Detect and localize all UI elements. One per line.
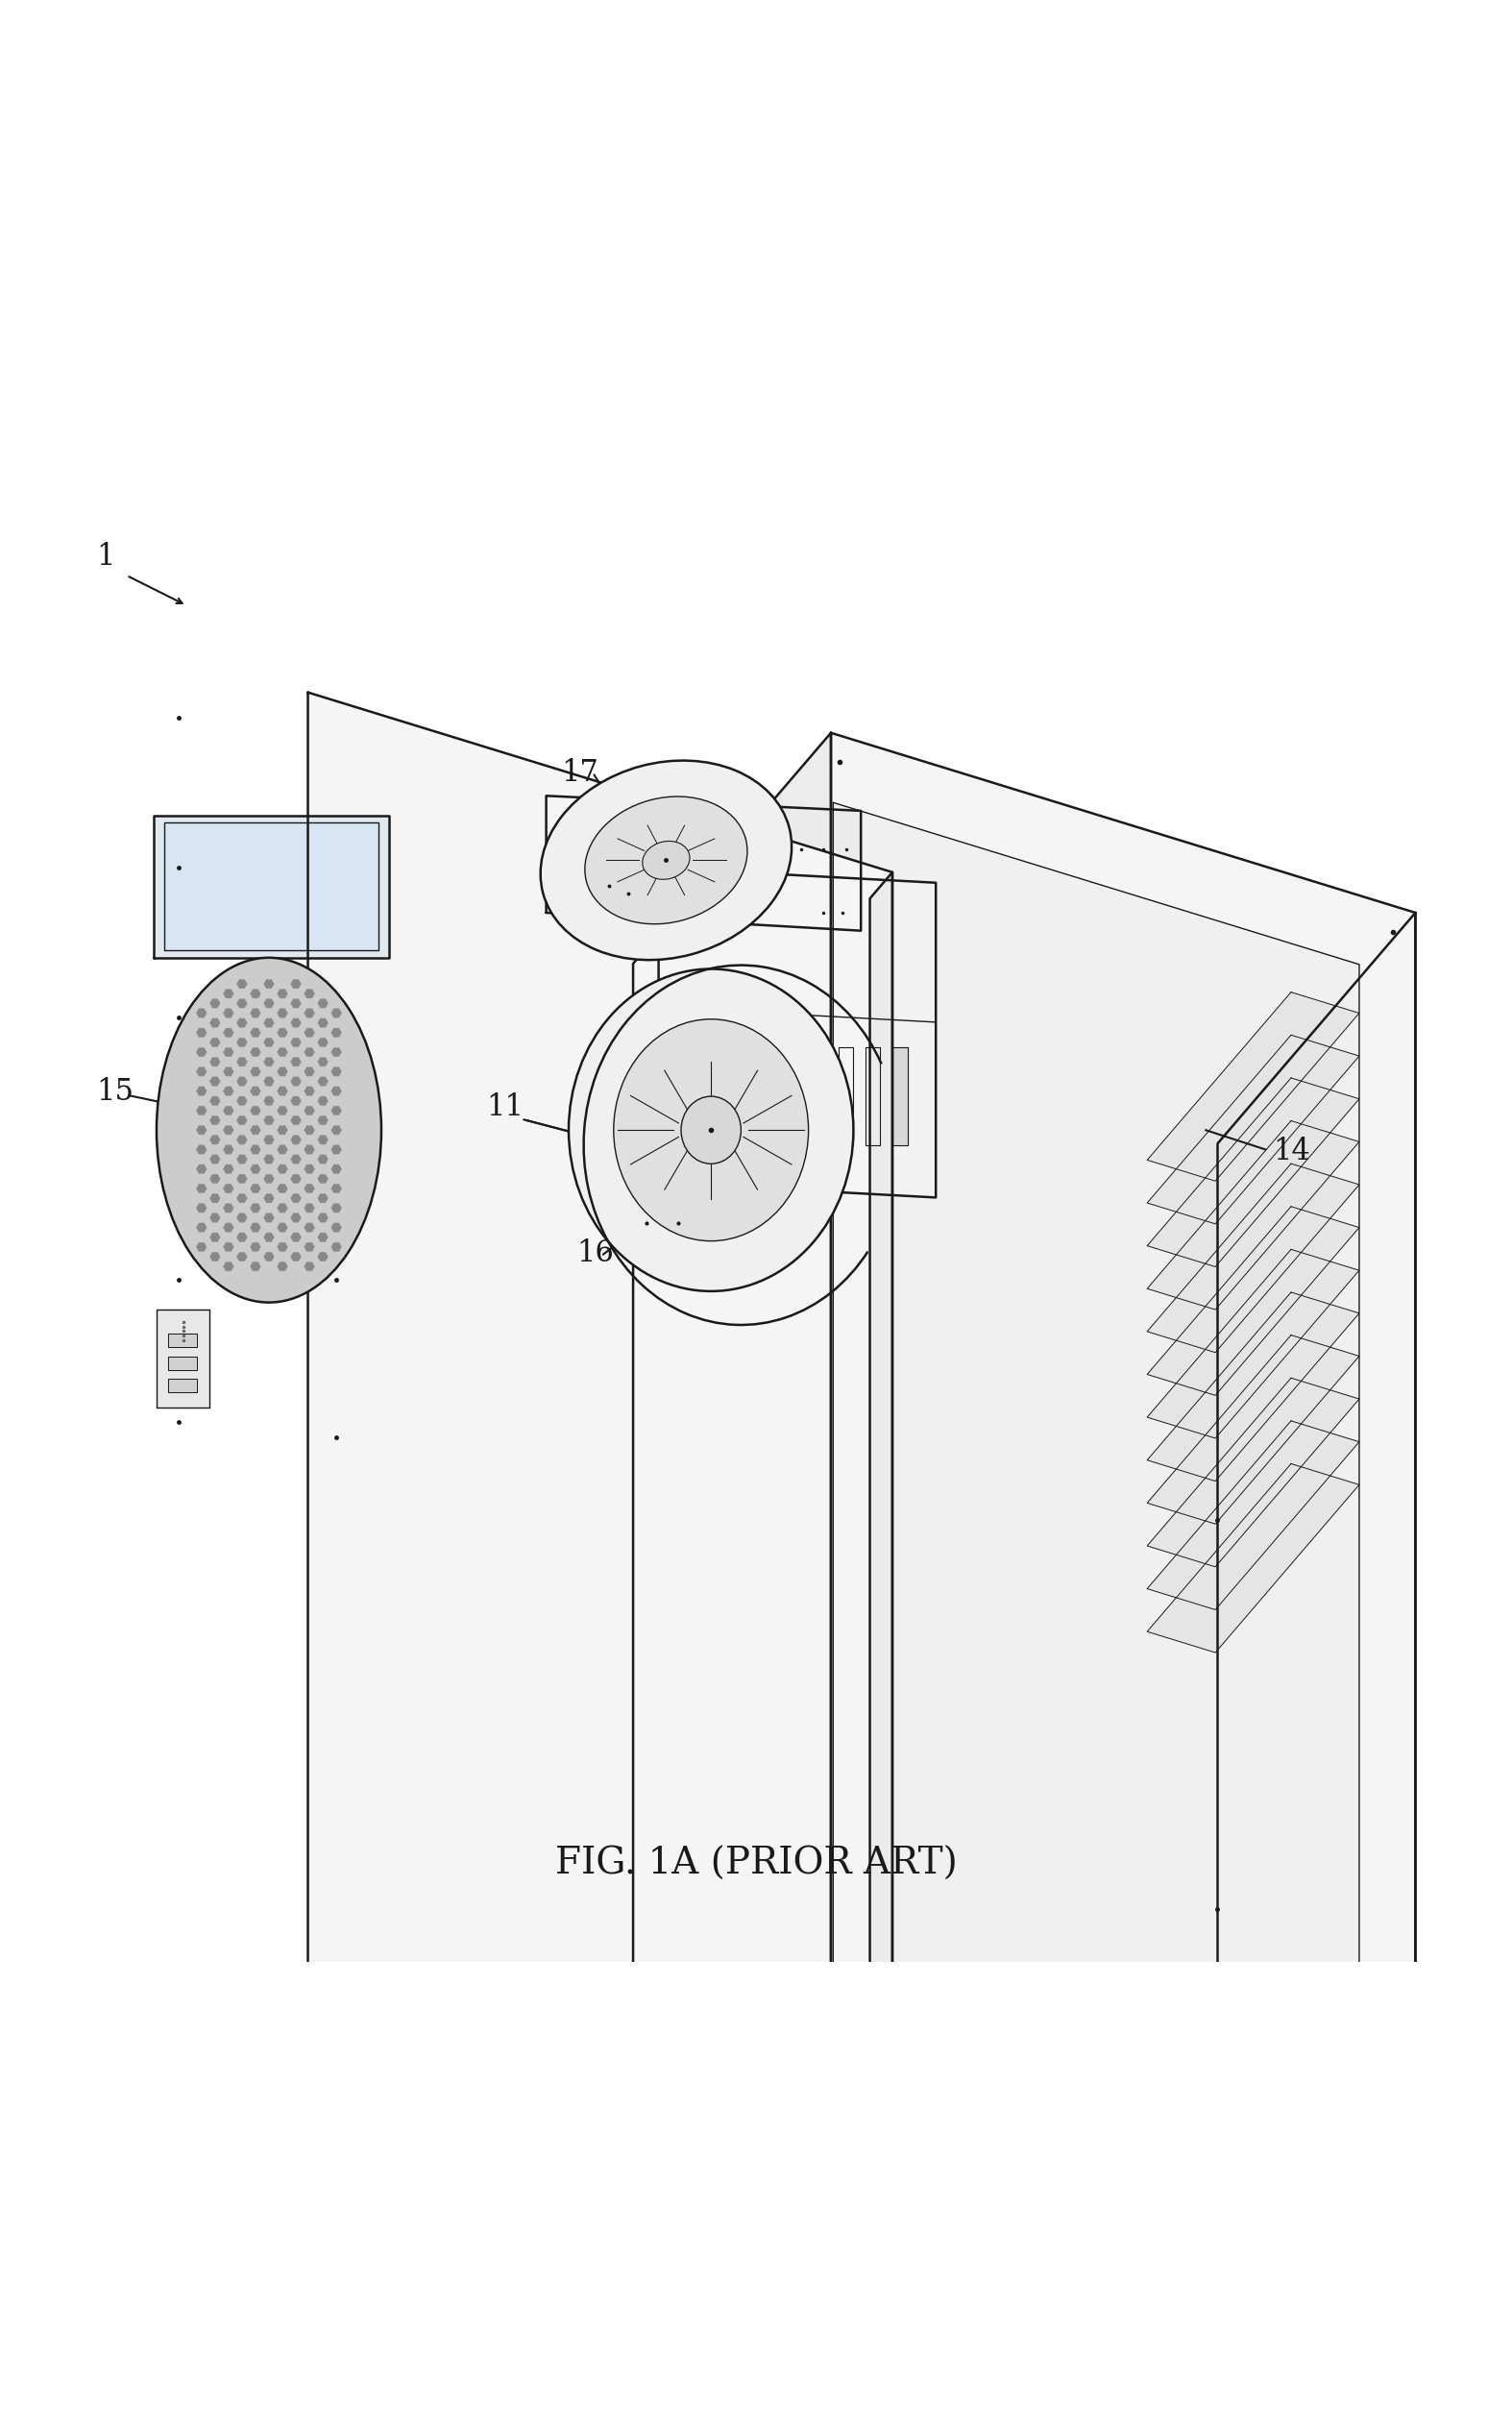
Polygon shape	[659, 868, 936, 1198]
Polygon shape	[1217, 912, 1415, 2425]
Polygon shape	[785, 1048, 800, 1145]
Polygon shape	[286, 2212, 892, 2418]
Polygon shape	[634, 732, 832, 2425]
Polygon shape	[637, 1198, 688, 1232]
Polygon shape	[1148, 1293, 1359, 1482]
Text: 1: 1	[97, 541, 115, 572]
Polygon shape	[839, 1048, 853, 1145]
Polygon shape	[730, 1048, 745, 1145]
Text: 11: 11	[487, 1091, 523, 1123]
Polygon shape	[154, 815, 389, 958]
Polygon shape	[1148, 1336, 1359, 1523]
Text: 15: 15	[97, 1077, 135, 1106]
Text: 16: 16	[576, 1239, 614, 1268]
Polygon shape	[676, 2306, 1373, 2425]
Text: FIG. 1A (PRIOR ART): FIG. 1A (PRIOR ART)	[555, 1848, 957, 1882]
Polygon shape	[546, 795, 860, 931]
Polygon shape	[157, 1310, 209, 1406]
Polygon shape	[703, 1048, 718, 1145]
Ellipse shape	[585, 795, 747, 924]
Polygon shape	[865, 1048, 880, 1145]
Polygon shape	[1148, 1035, 1359, 1225]
Polygon shape	[833, 803, 1359, 2425]
Polygon shape	[1148, 1208, 1359, 1394]
Polygon shape	[1148, 1377, 1359, 1567]
Polygon shape	[832, 732, 1415, 2425]
Polygon shape	[1148, 1249, 1359, 1438]
Polygon shape	[168, 1334, 197, 1348]
Polygon shape	[892, 1048, 907, 1145]
Ellipse shape	[540, 761, 792, 960]
Ellipse shape	[614, 1018, 809, 1242]
Text: 12: 12	[606, 863, 644, 892]
Polygon shape	[812, 1048, 827, 1145]
Ellipse shape	[157, 958, 381, 1302]
Text: 14: 14	[1273, 1137, 1311, 1166]
Polygon shape	[1148, 1164, 1359, 1353]
Polygon shape	[168, 1380, 197, 1392]
Polygon shape	[758, 1048, 773, 1145]
Polygon shape	[168, 1356, 197, 1370]
Polygon shape	[599, 868, 652, 912]
Polygon shape	[308, 694, 892, 2391]
Polygon shape	[163, 822, 378, 951]
Polygon shape	[1148, 1421, 1359, 1610]
Polygon shape	[869, 873, 892, 2418]
Ellipse shape	[569, 970, 853, 1290]
Polygon shape	[1148, 1465, 1359, 1651]
Text: 17: 17	[561, 757, 599, 788]
Ellipse shape	[643, 841, 689, 880]
Polygon shape	[634, 2292, 1415, 2425]
Ellipse shape	[680, 1096, 741, 1164]
Text: 13: 13	[606, 1014, 644, 1043]
Polygon shape	[1148, 1120, 1359, 1310]
Polygon shape	[1148, 992, 1359, 1181]
Polygon shape	[1148, 1077, 1359, 1266]
